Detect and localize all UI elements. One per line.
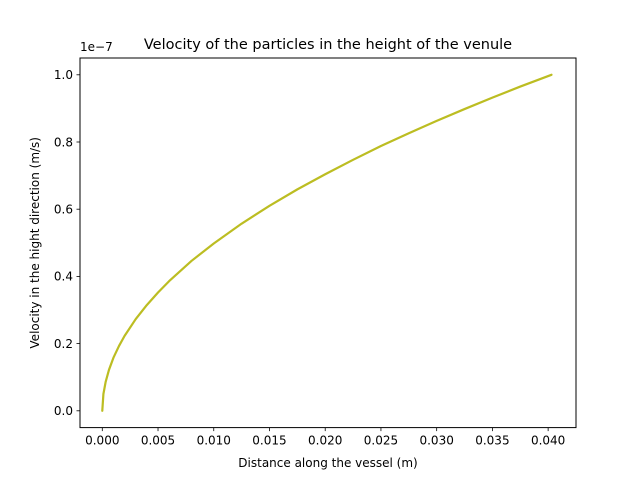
y-offset-text: 1e−7 xyxy=(80,40,113,54)
y-tick-label: 0.0 xyxy=(54,404,73,418)
x-tick-label: 0.000 xyxy=(85,434,119,448)
y-tick-label: 0.4 xyxy=(54,270,73,284)
chart-title: Velocity of the particles in the height … xyxy=(144,37,512,53)
x-tick-label: 0.015 xyxy=(252,434,286,448)
y-tick-label: 0.2 xyxy=(54,337,73,351)
x-axis-label: Distance along the vessel (m) xyxy=(238,456,417,470)
series-line-0 xyxy=(101,73,553,412)
plot-layer xyxy=(101,73,553,412)
x-tick-label: 0.005 xyxy=(141,434,175,448)
x-tick-label: 0.025 xyxy=(364,434,398,448)
x-tick-label: 0.035 xyxy=(475,434,509,448)
x-axis-ticks: 0.000 0.005 0.010 0.015 0.020 0.025 0.030 0.035… xyxy=(85,427,565,448)
x-tick-label: 0.010 xyxy=(197,434,231,448)
y-tick-label: 0.8 xyxy=(54,135,73,149)
y-axis-ticks: 0.0 0.2 0.4 0.6 0.8 1.0 xyxy=(54,68,80,418)
plot-frame xyxy=(79,57,577,429)
y-axis-label: Velocity in the hight direction (m/s) xyxy=(28,137,42,349)
x-tick-label: 0.020 xyxy=(308,434,342,448)
y-tick-label: 1.0 xyxy=(54,68,73,82)
y-tick-label: 0.6 xyxy=(54,203,73,217)
x-tick-label: 0.040 xyxy=(531,434,565,448)
x-tick-label: 0.030 xyxy=(419,434,453,448)
